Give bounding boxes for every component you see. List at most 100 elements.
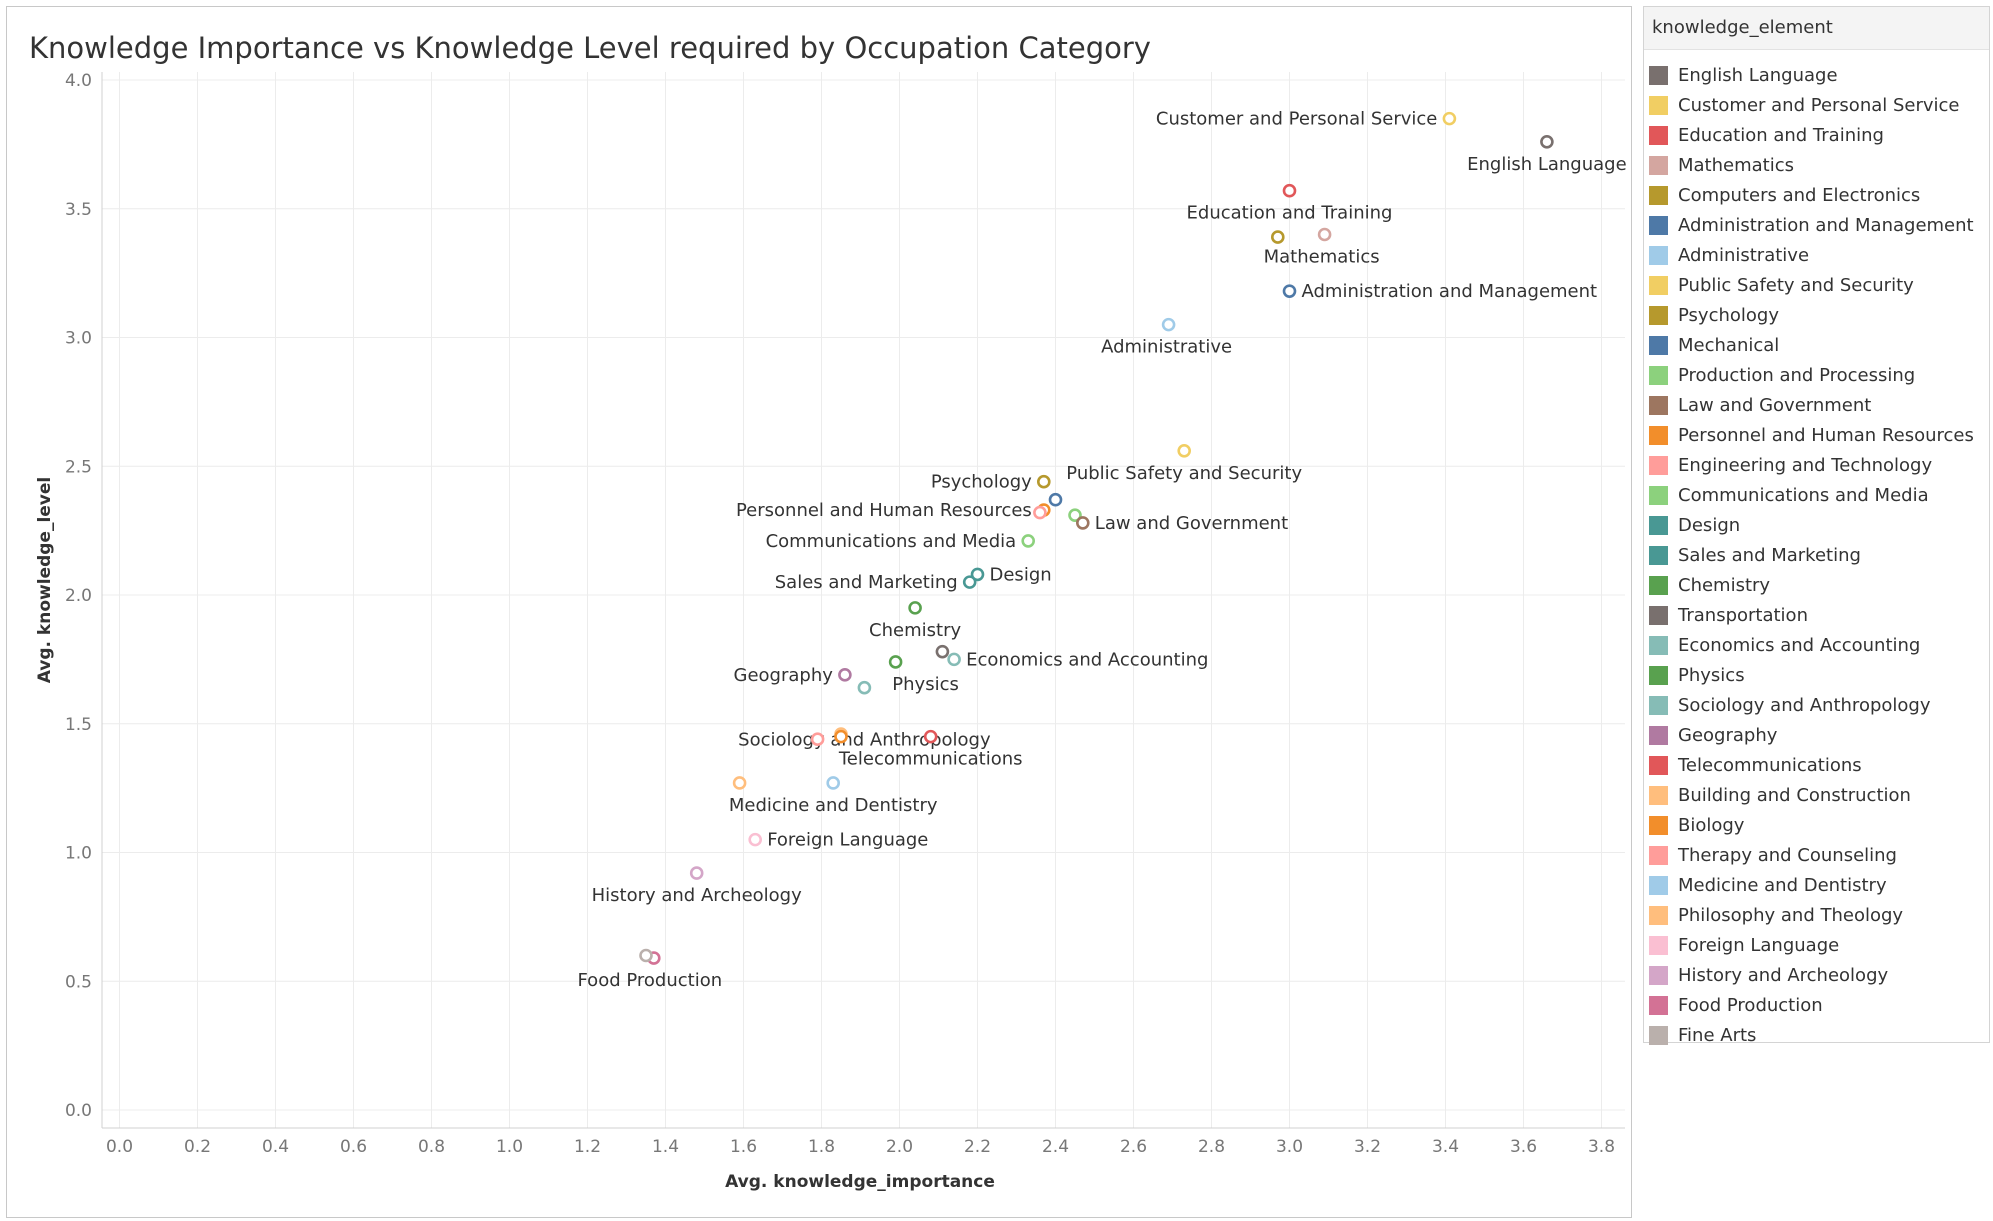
legend-swatch <box>1649 995 1668 1015</box>
point-therapy-and-counseling[interactable] <box>810 732 825 747</box>
point-label-history-and-archeology: History and Archeology <box>592 885 802 906</box>
point-medicine-and-dentistry[interactable] <box>826 776 841 790</box>
legend-item-administrative[interactable]: Administrative <box>1649 242 1809 268</box>
point-foreign-language[interactable] <box>748 832 763 847</box>
legend-item-economics-and-accounting[interactable]: Economics and Accounting <box>1649 632 1920 658</box>
legend-item-biology[interactable]: Biology <box>1649 812 1744 838</box>
legend-item-communications-and-media[interactable]: Communications and Media <box>1649 482 1929 508</box>
point-label-customer-and-personal-service: Customer and Personal Service <box>1156 109 1438 130</box>
legend-item-administration-and-management[interactable]: Administration and Management <box>1649 212 1974 238</box>
legend-item-fine-arts[interactable]: Fine Arts <box>1649 1022 1756 1048</box>
legend-item-engineering-and-technology[interactable]: Engineering and Technology <box>1649 452 1932 478</box>
legend-item-telecommunications[interactable]: Telecommunications <box>1649 752 1862 778</box>
point-philosophy-and-theology[interactable] <box>732 776 747 790</box>
legend-swatch <box>1649 305 1668 325</box>
legend-swatch <box>1649 275 1668 295</box>
point-design[interactable] <box>970 567 985 582</box>
legend-item-design[interactable]: Design <box>1649 512 1740 538</box>
legend-label: Mathematics <box>1678 154 1794 176</box>
legend-label: Customer and Personal Service <box>1678 94 1960 116</box>
point-history-and-archeology[interactable] <box>689 866 704 880</box>
point-telecommunications[interactable] <box>923 729 938 744</box>
point-sociology-and-anthropology[interactable] <box>857 680 872 695</box>
legend-swatch <box>1649 935 1668 955</box>
legend-label: Personnel and Human Resources <box>1678 424 1974 446</box>
point-fine-arts[interactable] <box>639 948 653 963</box>
legend-item-philosophy-and-theology[interactable]: Philosophy and Theology <box>1649 902 1903 928</box>
legend-label: Public Safety and Security <box>1678 274 1914 296</box>
legend-swatch <box>1649 65 1668 85</box>
point-physics[interactable] <box>888 655 903 669</box>
legend-item-therapy-and-counseling[interactable]: Therapy and Counseling <box>1649 842 1897 868</box>
legend-item-chemistry[interactable]: Chemistry <box>1649 572 1770 598</box>
legend-item-food-production[interactable]: Food Production <box>1649 992 1823 1018</box>
legend-item-customer-and-personal-service[interactable]: Customer and Personal Service <box>1649 92 1960 118</box>
legend-item-public-safety-and-security[interactable]: Public Safety and Security <box>1649 272 1914 298</box>
legend-item-mechanical[interactable]: Mechanical <box>1649 332 1779 358</box>
point-mechanical[interactable] <box>1048 492 1063 507</box>
legend-swatch <box>1649 155 1668 175</box>
legend-item-building-and-construction[interactable]: Building and Construction <box>1649 782 1911 808</box>
legend-label: Therapy and Counseling <box>1678 844 1897 866</box>
legend-item-transportation[interactable]: Transportation <box>1649 602 1808 628</box>
legend-swatch <box>1649 95 1668 115</box>
point-public-safety-and-security[interactable] <box>1177 443 1191 458</box>
chart-frame: Knowledge Importance vs Knowledge Level … <box>6 6 1632 1218</box>
legend-item-education-and-training[interactable]: Education and Training <box>1649 122 1884 148</box>
legend-swatch <box>1649 545 1668 565</box>
point-geography[interactable] <box>838 668 852 682</box>
legend-item-psychology[interactable]: Psychology <box>1649 302 1779 328</box>
point-biology[interactable] <box>834 729 848 744</box>
point-engineering-and-technology[interactable] <box>1033 505 1047 520</box>
x-tick-label: 0.4 <box>262 1137 289 1157</box>
legend-swatch <box>1649 725 1668 745</box>
legend-label: Production and Processing <box>1678 364 1916 386</box>
legend-item-foreign-language[interactable]: Foreign Language <box>1649 932 1839 958</box>
legend-item-personnel-and-human-resources[interactable]: Personnel and Human Resources <box>1649 422 1974 448</box>
point-english-language[interactable] <box>1540 135 1554 149</box>
x-tick-label: 2.6 <box>1120 1137 1147 1157</box>
x-tick-label: 2.0 <box>886 1137 913 1157</box>
legend-label: Mechanical <box>1678 334 1780 356</box>
legend-label: Geography <box>1678 724 1778 746</box>
legend-swatch <box>1649 185 1668 205</box>
point-chemistry[interactable] <box>908 601 922 615</box>
point-administrative[interactable] <box>1161 317 1176 332</box>
legend-label: Physics <box>1678 664 1745 686</box>
y-tick-label: 1.5 <box>65 715 92 735</box>
point-psychology[interactable] <box>1037 474 1051 489</box>
point-computers-and-electronics[interactable] <box>1271 230 1285 244</box>
axis-layer: 0.0 0.2 0.4 0.6 0.8 1.0 1.2 1.4 1.6 1.8 2.0 2.2 2.4 2… <box>65 71 1625 1157</box>
legend-item-geography[interactable]: Geography <box>1649 722 1777 748</box>
legend-item-medicine-and-dentistry[interactable]: Medicine and Dentistry <box>1649 872 1887 898</box>
legend-item-sociology-and-anthropology[interactable]: Sociology and Anthropology <box>1649 692 1930 718</box>
legend-item-computers-and-electronics[interactable]: Computers and Electronics <box>1649 182 1920 208</box>
point-administration-and-management[interactable] <box>1282 284 1297 298</box>
point-law-and-government[interactable] <box>1076 516 1090 530</box>
legend-label: Sociology and Anthropology <box>1678 694 1931 716</box>
legend-swatch <box>1649 335 1668 355</box>
point-sales-and-marketing[interactable] <box>962 575 977 589</box>
point-economics-and-accounting[interactable] <box>947 652 961 667</box>
x-tick-label: 2.2 <box>964 1137 991 1157</box>
legend-item-sales-and-marketing[interactable]: Sales and Marketing <box>1649 542 1861 568</box>
point-mathematics[interactable] <box>1317 227 1332 242</box>
point-education-and-training[interactable] <box>1282 183 1297 198</box>
legend-swatch <box>1649 845 1668 865</box>
legend-label: Philosophy and Theology <box>1678 904 1904 926</box>
legend-item-production-and-processing[interactable]: Production and Processing <box>1649 362 1915 388</box>
legend-label: Computers and Electronics <box>1678 184 1921 206</box>
legend-item-physics[interactable]: Physics <box>1649 662 1745 688</box>
legend-item-law-and-government[interactable]: Law and Government <box>1649 392 1871 418</box>
point-transportation[interactable] <box>935 644 950 659</box>
x-tick-label: 3.6 <box>1510 1137 1537 1157</box>
legend-item-mathematics[interactable]: Mathematics <box>1649 152 1794 178</box>
legend-item-english-language[interactable]: English Language <box>1649 62 1838 88</box>
point-communications-and-media[interactable] <box>1021 534 1035 548</box>
legend-swatch <box>1649 455 1668 475</box>
point-customer-and-personal-service[interactable] <box>1442 111 1457 126</box>
legend-swatch <box>1649 1025 1668 1045</box>
point-production-and-processing[interactable] <box>1068 508 1082 522</box>
x-tick-label: 1.4 <box>652 1137 679 1157</box>
legend-item-history-and-archeology[interactable]: History and Archeology <box>1649 962 1888 988</box>
